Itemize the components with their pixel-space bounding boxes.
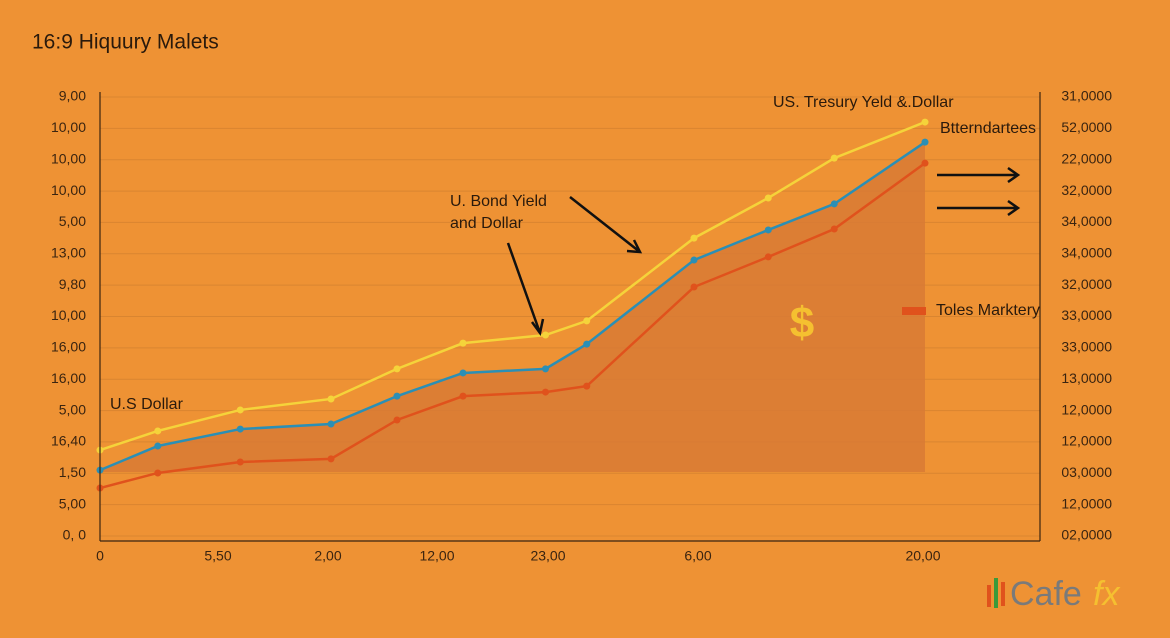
y2-tick-label: 32,0000: [1061, 276, 1112, 292]
point: [583, 317, 591, 325]
point: [236, 406, 244, 414]
point: [459, 369, 467, 377]
logo-text: Cafe: [1010, 575, 1082, 613]
point: [236, 458, 244, 466]
logo-candle: [994, 578, 998, 608]
arrow: [937, 166, 1021, 184]
chart-title: 16:9 Hiquury Malets: [32, 31, 219, 54]
y-tick-label: 10,00: [51, 119, 86, 135]
y-tick-label: 9,00: [59, 88, 86, 104]
y-tick-label: 16,00: [51, 339, 86, 355]
point: [393, 365, 401, 373]
point: [542, 388, 549, 396]
y-tick-label: 5,00: [59, 401, 86, 417]
y2-tick-label: 31,0000: [1061, 88, 1112, 104]
point: [327, 420, 335, 428]
point: [393, 392, 401, 400]
point: [764, 226, 772, 234]
y-tick-label: 1,50: [59, 464, 86, 480]
y-tick-label: 0, 0: [63, 527, 87, 543]
y2-tick-label: 12,0000: [1061, 495, 1112, 511]
point: [764, 194, 772, 202]
point: [690, 256, 698, 264]
y2-tick-label: 02,0000: [1061, 527, 1112, 543]
y2-tick-label: 34,0000: [1061, 244, 1112, 260]
arrow: [937, 199, 1021, 217]
point: [921, 138, 929, 146]
logo: Cafe fx: [987, 575, 1120, 613]
annotation: Toles Marktery: [936, 302, 1040, 319]
point: [459, 392, 467, 400]
point: [236, 425, 244, 433]
x-tick-label: 12,00: [419, 548, 454, 564]
x-tick-label: 5,50: [204, 548, 231, 564]
point: [690, 283, 698, 291]
y-tick-label: 10,00: [51, 182, 86, 198]
point: [921, 159, 929, 167]
series-line: [99, 162, 926, 490]
legend-swatch: [902, 307, 926, 315]
point: [542, 365, 549, 373]
point: [327, 395, 335, 403]
y2-tick-label: 34,0000: [1061, 213, 1112, 229]
y-tick-label: 13,00: [51, 244, 86, 260]
y-tick-label: 9,80: [59, 276, 86, 292]
x-tick-label: 2,00: [314, 548, 341, 564]
point: [154, 442, 162, 450]
y-tick-label: 10,00: [51, 150, 86, 166]
series-line: [99, 141, 926, 472]
y2-tick-label: 03,0000: [1061, 464, 1112, 480]
x-tick-label: 23,00: [530, 548, 565, 564]
y2-tick-label: 13,0000: [1061, 370, 1112, 386]
point: [830, 154, 838, 162]
y2-tick-label: 52,0000: [1061, 119, 1112, 135]
point: [583, 340, 591, 348]
x-tick-label: 20,00: [905, 548, 940, 564]
y-tick-label: 5,00: [59, 213, 86, 229]
arrow: [506, 242, 545, 336]
y2-tick-label: 12,0000: [1061, 433, 1112, 449]
point: [921, 118, 929, 126]
point: [690, 234, 698, 242]
arrows: [506, 166, 1021, 336]
y2-tick-label: 22,0000: [1061, 150, 1112, 166]
annotation: Btterndartees: [940, 120, 1036, 137]
series-line: [99, 120, 926, 452]
y-tick-label: 10,00: [51, 307, 86, 323]
plot-area: [96, 96, 1040, 537]
point: [327, 455, 335, 463]
y2-tick-label: 33,0000: [1061, 307, 1112, 323]
x-tick-label: 0: [96, 548, 104, 564]
annotation: and Dollar: [450, 215, 524, 232]
point: [830, 200, 838, 208]
point: [542, 331, 549, 339]
point: [459, 339, 467, 347]
annotation: U. Bond Yield: [450, 193, 547, 210]
point: [830, 225, 838, 233]
x-tick-label: 6,00: [684, 548, 711, 564]
y-tick-label: 16,00: [51, 370, 86, 386]
point: [393, 416, 401, 424]
point: [583, 382, 591, 390]
point: [154, 469, 162, 477]
logo-candle: [987, 585, 991, 607]
y2-tick-label: 32,0000: [1061, 182, 1112, 198]
dollar-sign: $: [790, 299, 814, 348]
annotation: US. Tresury Yeld &.Dollar: [773, 94, 954, 111]
y-tick-label: 5,00: [59, 495, 86, 511]
logo-candle: [1001, 582, 1005, 606]
logo-text: fx: [1093, 575, 1120, 613]
area: [100, 142, 925, 472]
point: [764, 253, 772, 261]
y-tick-label: 16,40: [51, 433, 86, 449]
arrow: [569, 196, 643, 254]
point: [154, 427, 162, 435]
annotation: U.S Dollar: [110, 396, 184, 413]
y2-tick-label: 33,0000: [1061, 339, 1112, 355]
y2-tick-label: 12,0000: [1061, 401, 1112, 417]
